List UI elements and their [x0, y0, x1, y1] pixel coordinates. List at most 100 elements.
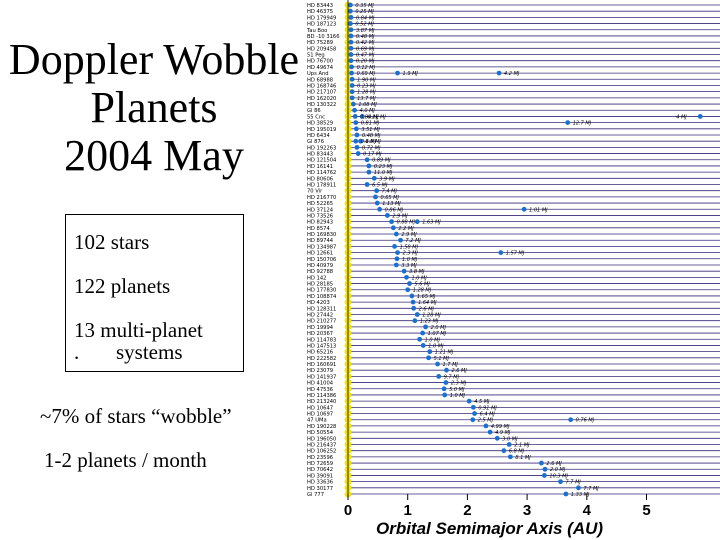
rate-note: 1-2 planets / month — [44, 448, 207, 472]
planet-point — [697, 114, 703, 119]
mass-label: 3.3 MJ — [401, 263, 417, 269]
mass-label: 11.0 MJ — [374, 170, 393, 176]
mass-label: 7.7 MJ — [566, 480, 582, 486]
star-name: 51 Peg — [307, 53, 325, 59]
planet-point — [507, 454, 513, 460]
star-name: HD 70642 — [307, 467, 333, 473]
star-name: HD 130322 — [307, 102, 336, 108]
mass-label: 2.1 MJ — [514, 442, 530, 448]
star-name: HD 20367 — [307, 331, 333, 337]
star-name: HD 10697 — [307, 412, 333, 418]
planet-point — [393, 231, 399, 237]
mass-label: 0.65 MJ — [380, 195, 399, 201]
planet-point — [401, 268, 407, 274]
mass-label: 3.0 MJ — [502, 436, 518, 442]
star-name: BD -10 3166 — [307, 34, 340, 40]
star-name: Gl 777 — [307, 492, 324, 498]
mass-label: 3.9 MJ — [379, 176, 395, 182]
mass-label: 9.7 MJ — [444, 374, 460, 380]
star-name: HD 10647 — [307, 405, 333, 411]
planet-point — [521, 206, 527, 212]
planet-point — [358, 138, 363, 144]
mass-label: 2.6 MJ — [419, 306, 435, 312]
x-tick-label: 4 — [583, 502, 592, 519]
mass-label: 3.87 MJ — [356, 28, 375, 34]
planet-point — [442, 392, 448, 398]
mass-label: 2.9 MJ — [401, 232, 417, 238]
stats-box: 102 stars 122 planets 13 multi-planet . … — [65, 214, 244, 372]
planet-point — [348, 58, 354, 64]
mass-label: 0.89 MJ — [372, 158, 391, 164]
mass-label: 2.6 MJ — [546, 461, 562, 467]
star-name: HD 141937 — [307, 374, 336, 380]
title-line-1: Doppler Wobble — [8, 35, 300, 84]
planet-point — [420, 343, 426, 348]
star-name: HD 210277 — [307, 319, 336, 325]
star-name: HD 196050 — [307, 436, 336, 442]
planet-point — [423, 324, 429, 330]
mass-label: 0.47 MJ — [356, 53, 375, 59]
mass-label: 0.52 MJ — [355, 22, 374, 28]
mass-label: 1.07 MJ — [428, 331, 447, 337]
planet-point — [348, 45, 354, 51]
mass-label: 1.57 MJ — [506, 251, 525, 257]
planet-point — [392, 244, 397, 249]
mass-label: 1.28 MJ — [357, 90, 376, 96]
x-tick-label: 5 — [642, 502, 650, 519]
star-name: HD 38529 — [307, 121, 333, 127]
star-name: HD 27442 — [307, 312, 333, 318]
mass-label: 0.25 MJ — [355, 9, 374, 15]
mass-label: 0.69 MJ — [356, 46, 375, 52]
planet-point — [347, 2, 353, 8]
planet-point — [354, 132, 360, 138]
planet-point — [407, 281, 412, 286]
star-name: HD 106252 — [307, 449, 336, 455]
planet-point — [563, 491, 569, 497]
star-name: HD 169830 — [307, 232, 336, 238]
mass-labels: 0.35 MJ0.25 MJ0.84 MJ0.52 MJ3.87 MJ0.48 … — [355, 3, 687, 498]
planet-point — [390, 225, 396, 231]
star-name: Gl 86 — [307, 108, 321, 114]
mass-label: 0.81 MJ — [361, 121, 380, 127]
mass-label: 0.23 MJ — [357, 83, 376, 89]
planet-point — [436, 373, 442, 379]
row-lines — [348, 4, 720, 495]
planet-point — [441, 386, 447, 392]
star-name: HD 217107 — [307, 90, 336, 96]
star-name: HD 41004 — [307, 381, 334, 387]
x-axis: 0 1 2 3 4 5 Orbital Semimajor Axis (AU) — [344, 0, 651, 538]
mass-label: 1.65 MJ — [417, 294, 436, 300]
mass-label: 1.64 MJ — [418, 300, 437, 306]
planet-point — [349, 95, 355, 101]
planet-point — [348, 27, 354, 33]
mass-label: 1.0 MJ — [428, 343, 444, 349]
planet-point — [417, 336, 423, 342]
star-name: HD 73526 — [307, 213, 333, 219]
star-name: HD 147513 — [307, 343, 336, 349]
planet-point — [349, 70, 354, 76]
planet-point — [558, 479, 563, 485]
planet-point — [506, 442, 512, 447]
mass-label: 0.91 MJ — [478, 405, 497, 411]
planet-point — [410, 299, 416, 305]
planet-point — [395, 70, 400, 76]
mass-label: 1.0 MJ — [412, 275, 428, 281]
planet-point — [565, 120, 571, 126]
star-name: HD 83443 — [307, 152, 333, 158]
planet-point — [498, 250, 504, 255]
mass-label: 2.0 MJ — [550, 467, 566, 473]
planet-point — [542, 466, 548, 472]
mass-label: 1.9 MJ — [403, 71, 419, 77]
planet-point — [568, 417, 574, 423]
mass-label: 7.4 MJ — [382, 189, 398, 195]
planet-point — [443, 380, 449, 385]
planet-point — [353, 120, 359, 126]
planet-point — [483, 423, 489, 429]
star-name: HD 19994 — [307, 325, 334, 331]
star-name: HD 150706 — [307, 257, 336, 263]
star-name: HD 82943 — [307, 220, 333, 226]
star-name: HD 30177 — [307, 486, 333, 492]
mass-label: 1.23 MJ — [420, 319, 439, 325]
mass-label: 1.21 MJ — [435, 350, 454, 356]
